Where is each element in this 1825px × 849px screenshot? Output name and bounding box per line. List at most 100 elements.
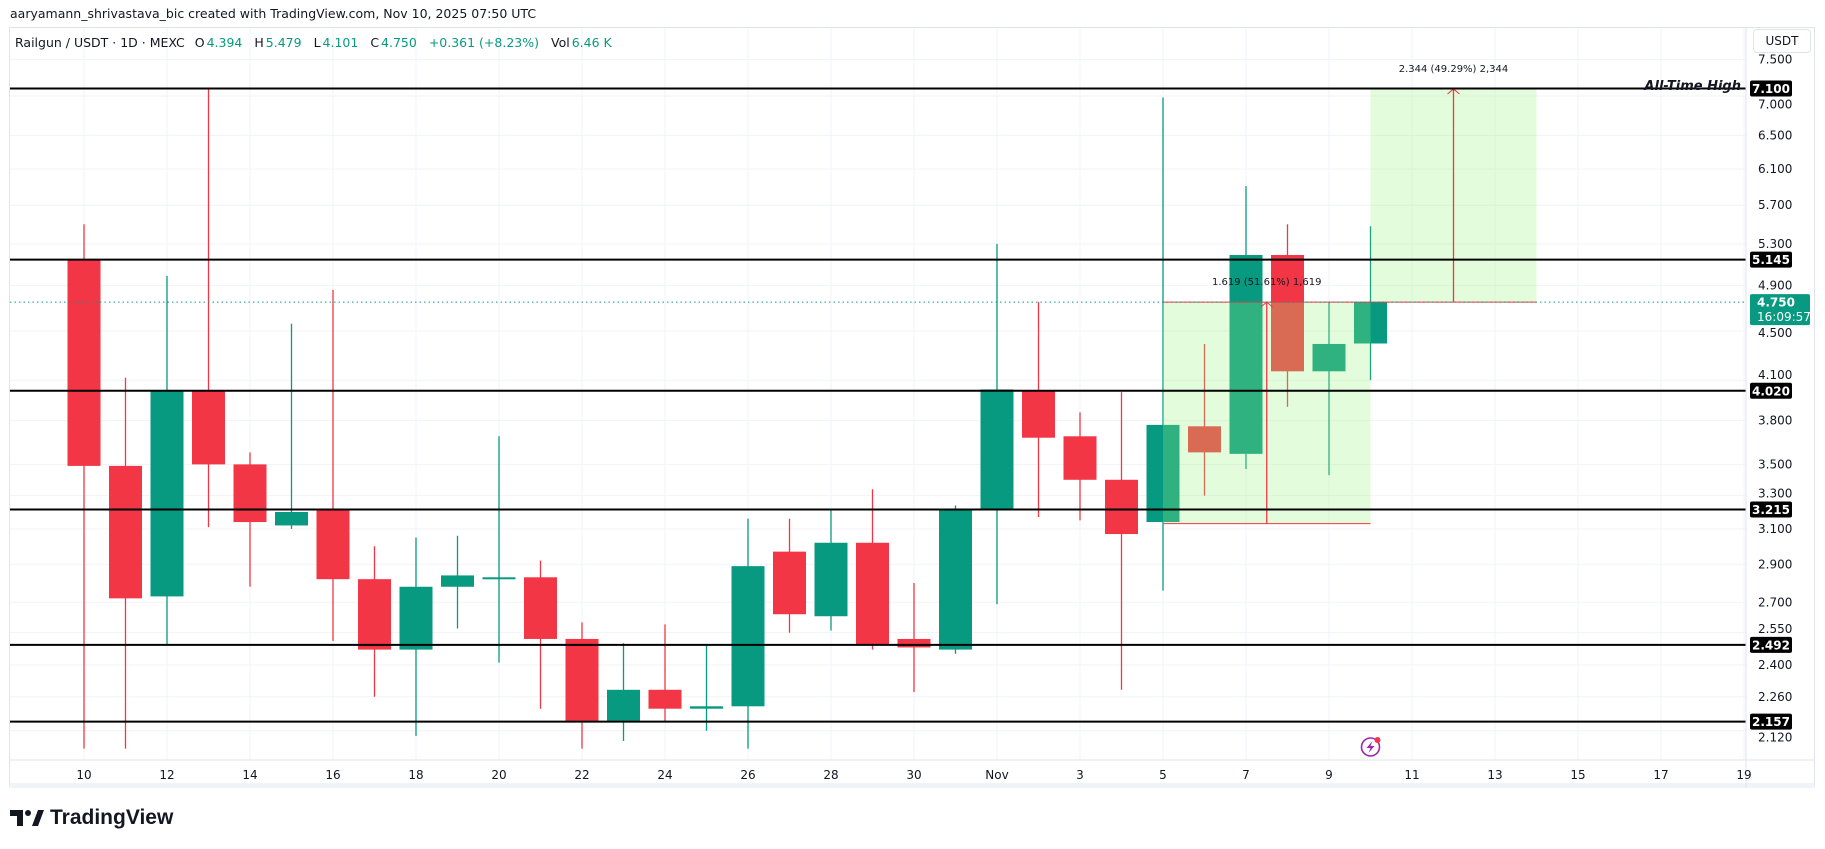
price-level-tag <box>1750 636 1792 653</box>
candle-body <box>358 579 391 650</box>
price-level-tag <box>1750 251 1792 268</box>
time-tick-label: 5 <box>1159 768 1167 782</box>
chart-pane <box>10 28 1746 760</box>
candle-body <box>648 689 682 709</box>
event-dot <box>1374 737 1381 743</box>
time-tick-label: 14 <box>242 768 257 782</box>
price-level-tag <box>1750 382 1792 399</box>
price-tick-label: 2.120 <box>1758 731 1792 745</box>
price-tick-label: 3.500 <box>1758 457 1792 471</box>
symbol-legend: Railgun / USDT · 1D · MEXC O 4.394 H 5.479… <box>15 35 620 50</box>
price-tick-label: 7.500 <box>1758 52 1792 66</box>
time-tick-label: 9 <box>1325 768 1333 782</box>
tradingview-logo-icon <box>10 810 44 826</box>
candle-body <box>565 638 599 721</box>
candle <box>814 508 848 631</box>
candle-body <box>1312 343 1346 372</box>
price-tick-label: 2.700 <box>1758 595 1792 609</box>
time-tick-label: 12 <box>159 768 174 782</box>
candle <box>1312 302 1346 476</box>
candle <box>731 518 765 749</box>
candle <box>482 436 516 663</box>
time-tick-label: 18 <box>408 768 423 782</box>
candle <box>441 535 474 629</box>
price-tick-label: 2.260 <box>1758 690 1792 704</box>
candle-body <box>773 551 806 615</box>
all-time-high-label: All-Time High <box>1644 79 1741 94</box>
chart-frame <box>9 27 1815 788</box>
price-tick-label: 6.100 <box>1758 162 1792 176</box>
price-tick-label: 3.300 <box>1758 487 1792 501</box>
time-tick-label: 28 <box>823 768 838 782</box>
price-tick-label: 2.400 <box>1758 658 1792 672</box>
close-label: C <box>370 35 380 50</box>
low-value: 4.101 <box>322 35 359 50</box>
price-tick-label: 4.100 <box>1758 368 1792 382</box>
candle-body <box>150 390 184 597</box>
candle <box>275 323 308 529</box>
price-tick-label: 3.100 <box>1758 522 1792 536</box>
candle-body <box>109 465 142 599</box>
candle <box>316 289 350 642</box>
high-label: H <box>254 35 264 50</box>
tradingview-logo[interactable]: TradingView <box>10 806 173 830</box>
time-tick-label: 10 <box>76 768 91 782</box>
candle <box>856 489 889 650</box>
price-level-tag-label: 2.492 <box>1752 638 1790 652</box>
candle <box>524 560 557 709</box>
change-value: +0.361 (+8.23%) <box>428 35 539 50</box>
time-tick-label: 17 <box>1653 768 1668 782</box>
candle <box>607 643 640 741</box>
candle <box>109 377 142 749</box>
candle <box>67 224 101 749</box>
time-tick-label: 7 <box>1242 768 1250 782</box>
price-level-tag-label: 3.215 <box>1752 503 1790 517</box>
candle-body <box>1188 426 1221 453</box>
price-level-tag-label: 4.020 <box>1752 384 1790 398</box>
candle <box>150 275 184 646</box>
lightning-icon[interactable] <box>1360 737 1381 757</box>
candle-body <box>441 575 474 587</box>
symbol-name[interactable]: Railgun / USDT · 1D · MEXC <box>15 35 185 50</box>
candle <box>1188 343 1221 496</box>
countdown-label: 16:09:57 <box>1757 310 1811 324</box>
candle-body <box>814 542 848 617</box>
time-tick-label: 3 <box>1076 768 1084 782</box>
low-label: L <box>313 35 321 50</box>
candle <box>233 452 267 587</box>
price-level-tag-label: 2.157 <box>1752 715 1790 729</box>
price-tick-label: 4.900 <box>1758 279 1792 293</box>
candle <box>1146 97 1180 591</box>
logo-text: TradingView <box>50 806 174 829</box>
price-level-tag <box>1750 501 1792 518</box>
time-tick-label: 24 <box>657 768 672 782</box>
price-level-tag-label: 5.145 <box>1752 253 1790 267</box>
candle-body <box>1271 255 1304 372</box>
candle <box>192 88 225 528</box>
candle <box>773 518 806 633</box>
candle-body <box>1229 255 1263 454</box>
lightning-bolt <box>1366 741 1375 753</box>
time-tick-label: Nov <box>985 768 1008 782</box>
candle-body <box>939 508 972 650</box>
candle-body <box>1022 390 1055 438</box>
candle-body <box>233 464 267 523</box>
price-tick-label: 2.550 <box>1758 622 1792 636</box>
price-tick-label: 5.300 <box>1758 237 1792 251</box>
candle-body <box>1146 424 1180 523</box>
candle-body <box>275 511 308 526</box>
candle-body <box>316 510 350 580</box>
open-value: 4.394 <box>206 35 243 50</box>
candle <box>1105 392 1138 690</box>
candle <box>897 582 931 693</box>
candle <box>980 243 1014 605</box>
candle-body <box>399 586 433 650</box>
price-level-tag-label: 7.100 <box>1752 82 1790 96</box>
candle-body <box>1354 302 1387 344</box>
candle <box>565 622 599 749</box>
currency-button[interactable]: USDT <box>1753 29 1811 53</box>
volume-value: 6.46 K <box>571 35 612 50</box>
time-tick-label: 11 <box>1404 768 1419 782</box>
time-tick-label: 16 <box>325 768 340 782</box>
